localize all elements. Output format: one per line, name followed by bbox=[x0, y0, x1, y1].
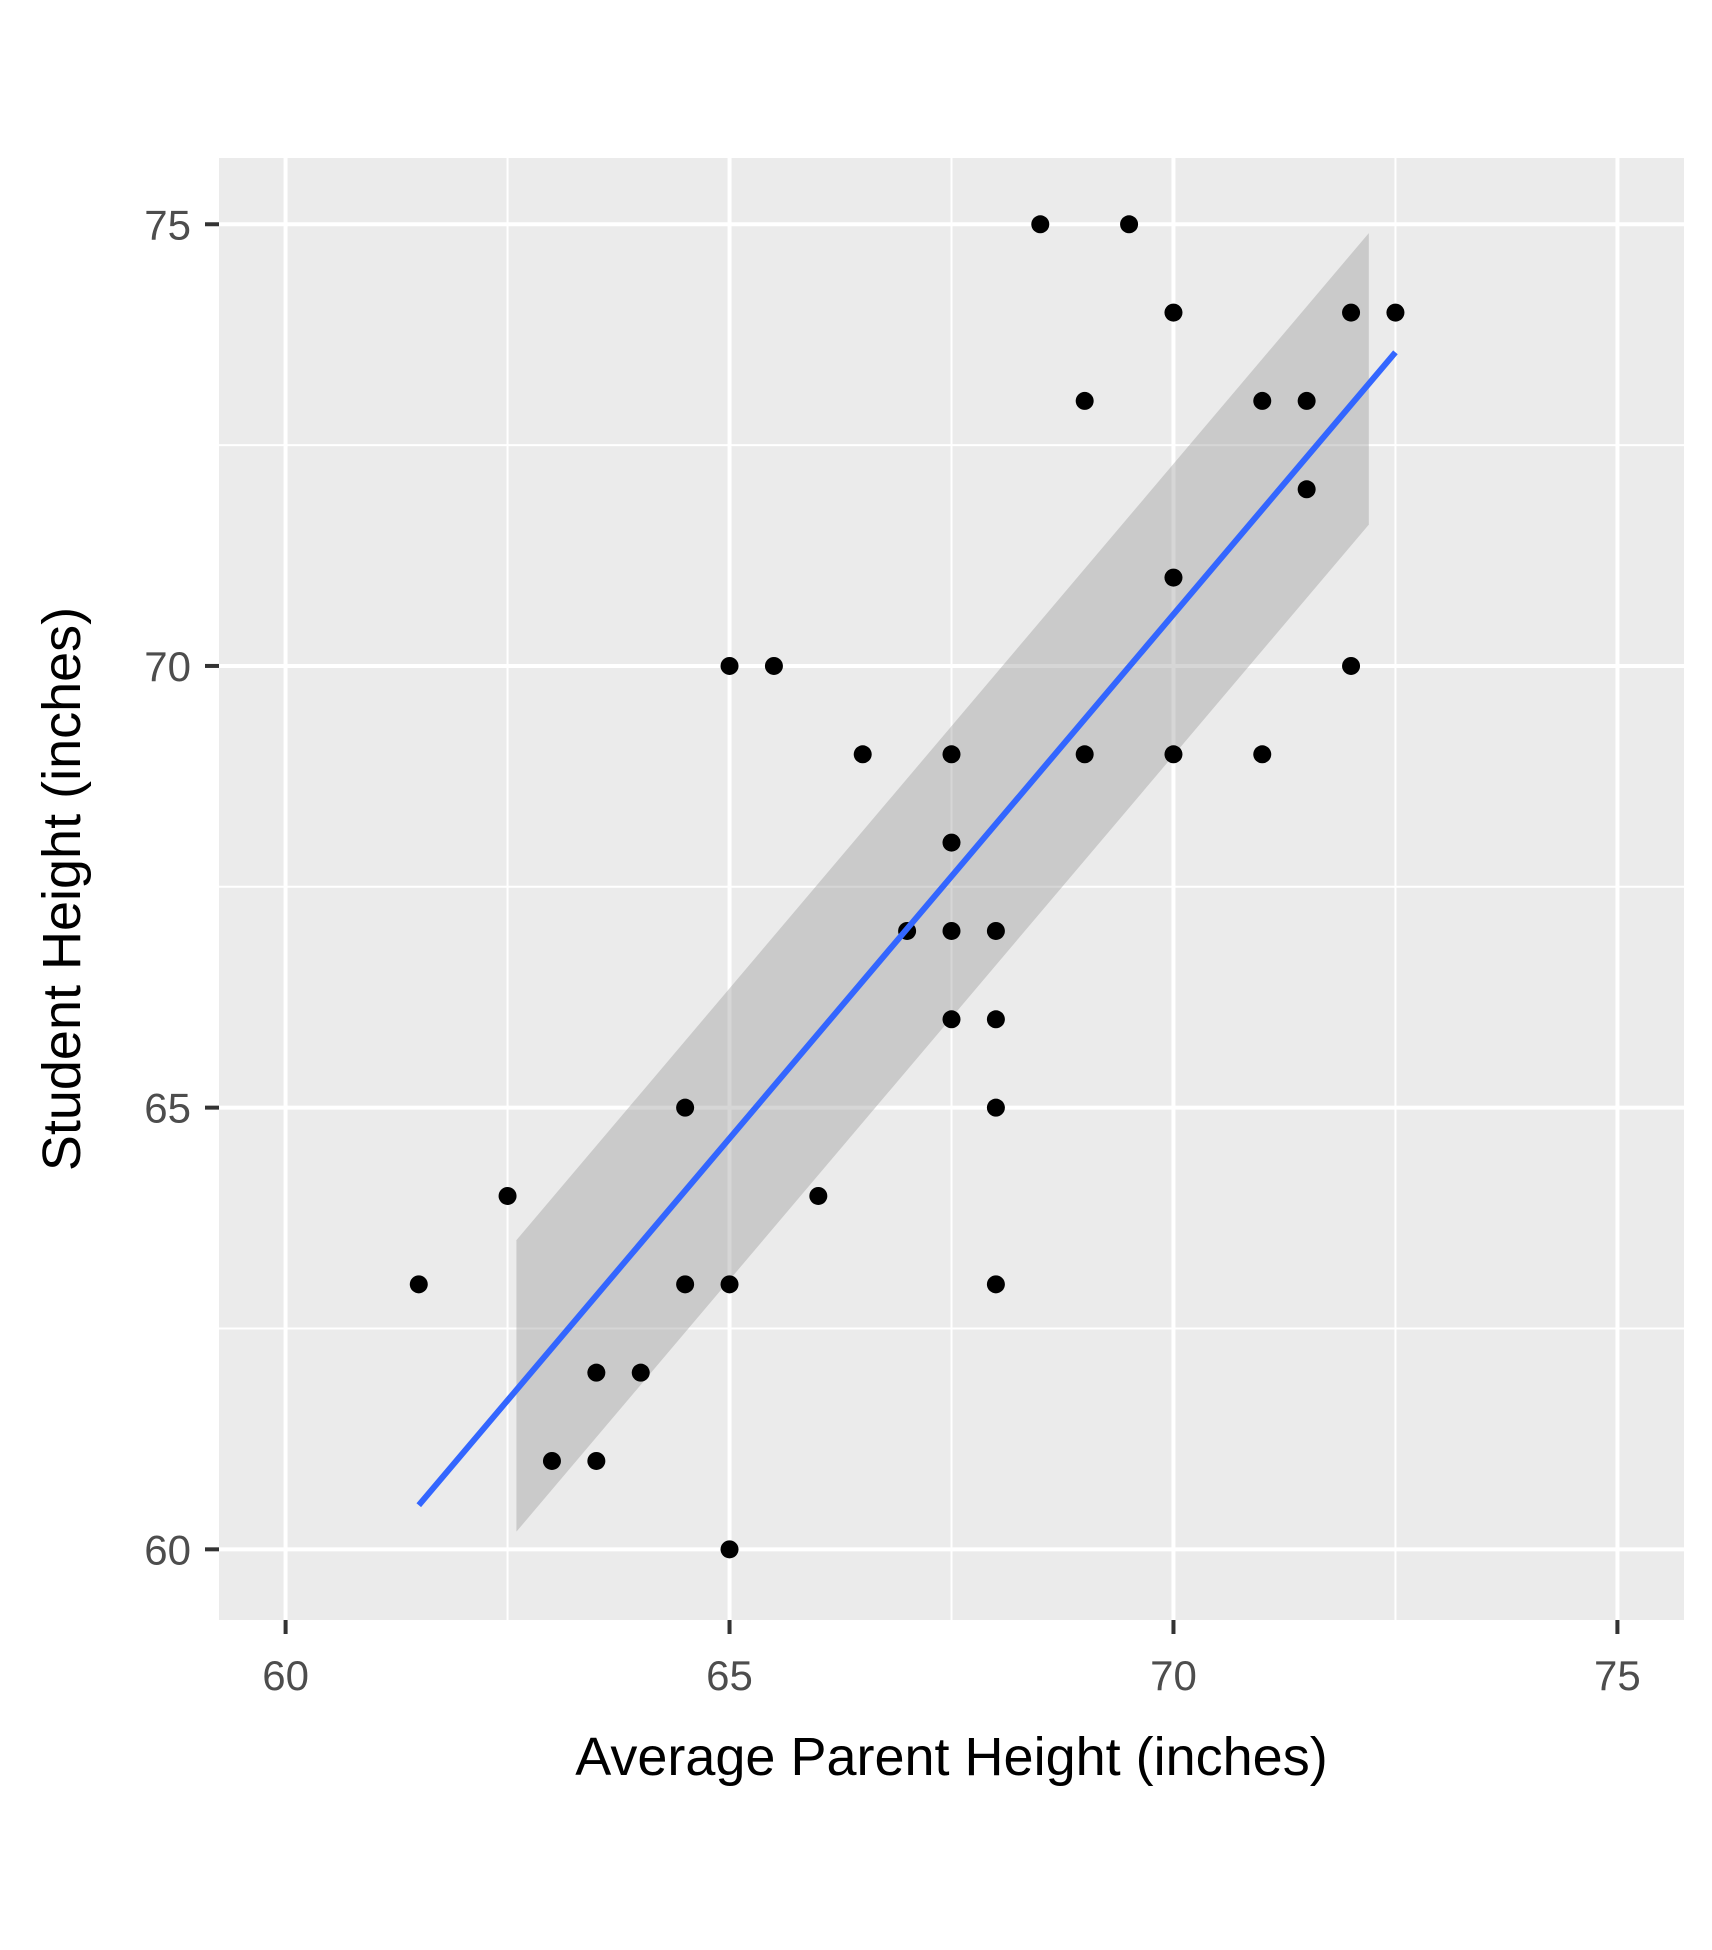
data-point bbox=[986, 1275, 1005, 1294]
data-point bbox=[587, 1451, 606, 1470]
data-point bbox=[1386, 303, 1405, 322]
data-points bbox=[409, 215, 1405, 1559]
data-point bbox=[1075, 391, 1094, 410]
data-point bbox=[942, 833, 961, 852]
data-point bbox=[986, 921, 1005, 940]
data-point bbox=[1075, 745, 1094, 764]
minor-gridlines bbox=[219, 158, 1684, 1620]
data-point bbox=[809, 1186, 828, 1205]
data-point bbox=[587, 1363, 606, 1382]
y-tick-label: 75 bbox=[144, 201, 191, 248]
y-tick-label: 70 bbox=[144, 643, 191, 690]
data-point bbox=[1164, 568, 1183, 587]
data-point bbox=[1031, 215, 1050, 234]
fit-line-layer bbox=[416, 350, 1398, 1508]
y-tick-label: 60 bbox=[144, 1526, 191, 1573]
data-point bbox=[720, 1540, 739, 1559]
data-point bbox=[720, 656, 739, 675]
data-point bbox=[986, 1010, 1005, 1029]
y-tick-label: 65 bbox=[144, 1085, 191, 1132]
data-point bbox=[1164, 303, 1183, 322]
data-point bbox=[942, 745, 961, 764]
data-point bbox=[942, 1010, 961, 1029]
data-point bbox=[409, 1275, 428, 1294]
x-tick-label: 70 bbox=[1150, 1652, 1197, 1699]
x-axis-title: Average Parent Height (inches) bbox=[575, 1727, 1327, 1787]
x-axis: 60 65 70 75 bbox=[262, 1620, 1641, 1699]
data-point bbox=[942, 921, 961, 940]
y-axis: 60 65 70 75 bbox=[144, 201, 219, 1573]
x-tick-label: 65 bbox=[706, 1652, 753, 1699]
data-point bbox=[853, 745, 872, 764]
data-point bbox=[1120, 215, 1139, 234]
x-tick-label: 75 bbox=[1594, 1652, 1641, 1699]
data-point bbox=[542, 1451, 561, 1470]
data-point bbox=[1253, 745, 1272, 764]
data-point bbox=[986, 1098, 1005, 1117]
data-point bbox=[1164, 745, 1183, 764]
data-point bbox=[676, 1275, 695, 1294]
regression-line bbox=[416, 350, 1398, 1508]
data-point bbox=[676, 1098, 695, 1117]
major-gridlines bbox=[219, 158, 1684, 1620]
data-point bbox=[1297, 480, 1316, 499]
data-point bbox=[631, 1363, 650, 1382]
data-point bbox=[764, 656, 783, 675]
x-tick-label: 60 bbox=[262, 1652, 309, 1699]
data-point bbox=[720, 1275, 739, 1294]
data-point bbox=[1253, 391, 1272, 410]
data-point bbox=[1342, 656, 1361, 675]
data-point bbox=[1342, 303, 1361, 322]
data-point bbox=[498, 1186, 517, 1205]
y-axis-title: Student Height (inches) bbox=[32, 607, 92, 1171]
data-point bbox=[1297, 391, 1316, 410]
